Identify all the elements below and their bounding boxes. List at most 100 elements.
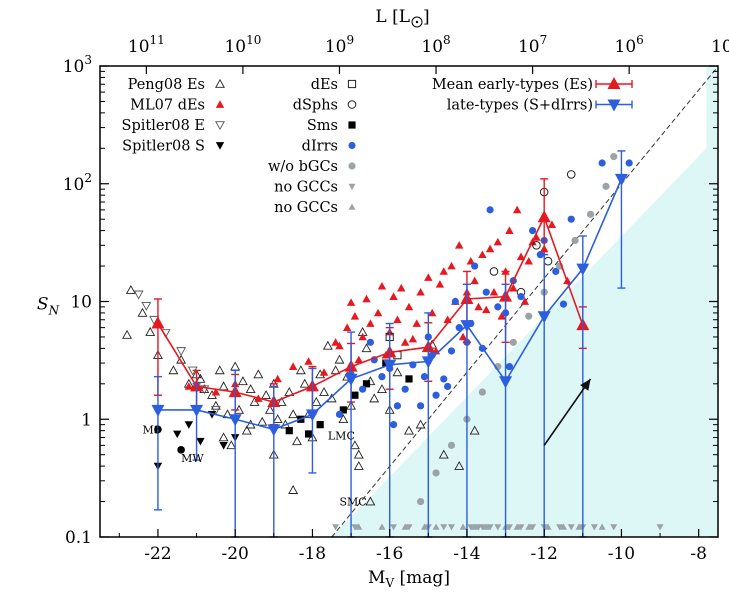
data-point	[478, 524, 486, 531]
data-point	[435, 280, 445, 288]
data-point	[405, 375, 413, 383]
y-tick-label: 102	[63, 171, 92, 195]
top-tick-label: 106	[615, 33, 644, 57]
data-point	[455, 324, 463, 332]
legend-col2-label: dIrrs	[302, 139, 338, 155]
data-point	[389, 421, 398, 429]
data-point	[486, 206, 494, 214]
data-point	[482, 288, 490, 296]
data-point	[459, 523, 467, 530]
mean-point	[537, 210, 551, 223]
top-tick-label: 107	[518, 33, 547, 57]
data-point	[467, 524, 475, 531]
data-point	[470, 276, 479, 285]
data-point	[369, 393, 380, 403]
annotation-label: M3	[142, 423, 160, 436]
data-point	[304, 430, 313, 438]
data-point	[285, 427, 293, 435]
data-point	[412, 319, 421, 327]
mean-point	[267, 424, 281, 437]
data-point	[366, 319, 375, 327]
data-point	[505, 226, 514, 234]
x-axis-label: MV [mag]	[368, 568, 450, 590]
data-point	[610, 153, 618, 161]
data-point	[478, 388, 486, 396]
data-point	[560, 523, 567, 530]
data-point	[517, 293, 525, 301]
data-point	[241, 425, 252, 435]
data-point	[335, 341, 344, 350]
legend-col1-label: Peng08 Es	[128, 77, 205, 93]
data-point	[432, 391, 440, 399]
data-point	[513, 523, 521, 530]
data-point	[509, 283, 518, 292]
data-point	[288, 485, 299, 494]
legend-col2-marker	[348, 121, 356, 129]
data-point	[424, 273, 433, 281]
legend-col1-marker	[215, 142, 225, 150]
data-point	[168, 365, 179, 375]
legend-col2-marker	[347, 100, 357, 109]
legend-col2-marker	[348, 141, 356, 150]
data-point	[482, 523, 490, 530]
data-point	[567, 524, 575, 531]
data-point	[439, 267, 448, 275]
mean-point	[421, 356, 435, 369]
top-tick-label: 108	[421, 33, 450, 57]
x-tick-label: -22	[144, 544, 171, 564]
legend-col1-marker	[215, 78, 225, 88]
annotations: M3 MW LMC SMC	[142, 378, 592, 509]
mean-point	[151, 404, 165, 417]
data-point	[211, 387, 221, 396]
legend-col2-label: no GCCs	[274, 200, 338, 216]
data-point	[332, 524, 340, 531]
data-point	[416, 497, 425, 506]
data-point	[444, 382, 452, 391]
data-point	[392, 367, 403, 377]
data-point	[253, 369, 264, 379]
legend-col2-label: w/o bGCs	[268, 159, 338, 175]
data-point	[432, 469, 440, 477]
data-point	[361, 343, 372, 353]
data-point	[331, 338, 340, 346]
data-point	[366, 338, 374, 346]
data-point	[393, 315, 402, 324]
data-point	[466, 256, 475, 265]
data-point	[471, 262, 479, 270]
data-point	[400, 338, 410, 346]
data-point	[195, 373, 206, 383]
top-tick-label: 109	[325, 33, 354, 57]
x-tick-label: -18	[299, 544, 326, 564]
data-point	[486, 524, 494, 531]
data-point	[362, 380, 371, 388]
legend-col1-label: Spitler08 E	[122, 118, 205, 134]
data-point	[378, 373, 386, 381]
data-point	[365, 496, 376, 506]
data-point	[517, 524, 525, 531]
data-point	[420, 523, 428, 530]
data-point	[292, 436, 302, 446]
legend-col1-marker	[215, 121, 225, 131]
data-point	[350, 312, 360, 320]
data-point	[335, 410, 344, 418]
mean-point	[383, 359, 397, 372]
data-point	[353, 460, 364, 470]
y-tick-label: 10	[70, 293, 92, 313]
data-point	[567, 215, 575, 223]
annotation-label: MW	[181, 452, 204, 465]
data-point	[373, 308, 383, 317]
y-tick-label: 1	[81, 410, 92, 430]
mean-point	[576, 263, 590, 276]
x-tick-label: -10	[608, 544, 635, 564]
data-point	[299, 378, 310, 388]
data-point	[447, 441, 456, 449]
data-point	[478, 250, 487, 259]
data-point	[485, 244, 495, 253]
data-point	[559, 300, 568, 308]
data-point	[520, 297, 530, 305]
data-point	[552, 267, 560, 276]
mean-point	[228, 414, 242, 427]
data-point	[420, 373, 429, 381]
y-tick-label: 0.1	[65, 528, 92, 548]
